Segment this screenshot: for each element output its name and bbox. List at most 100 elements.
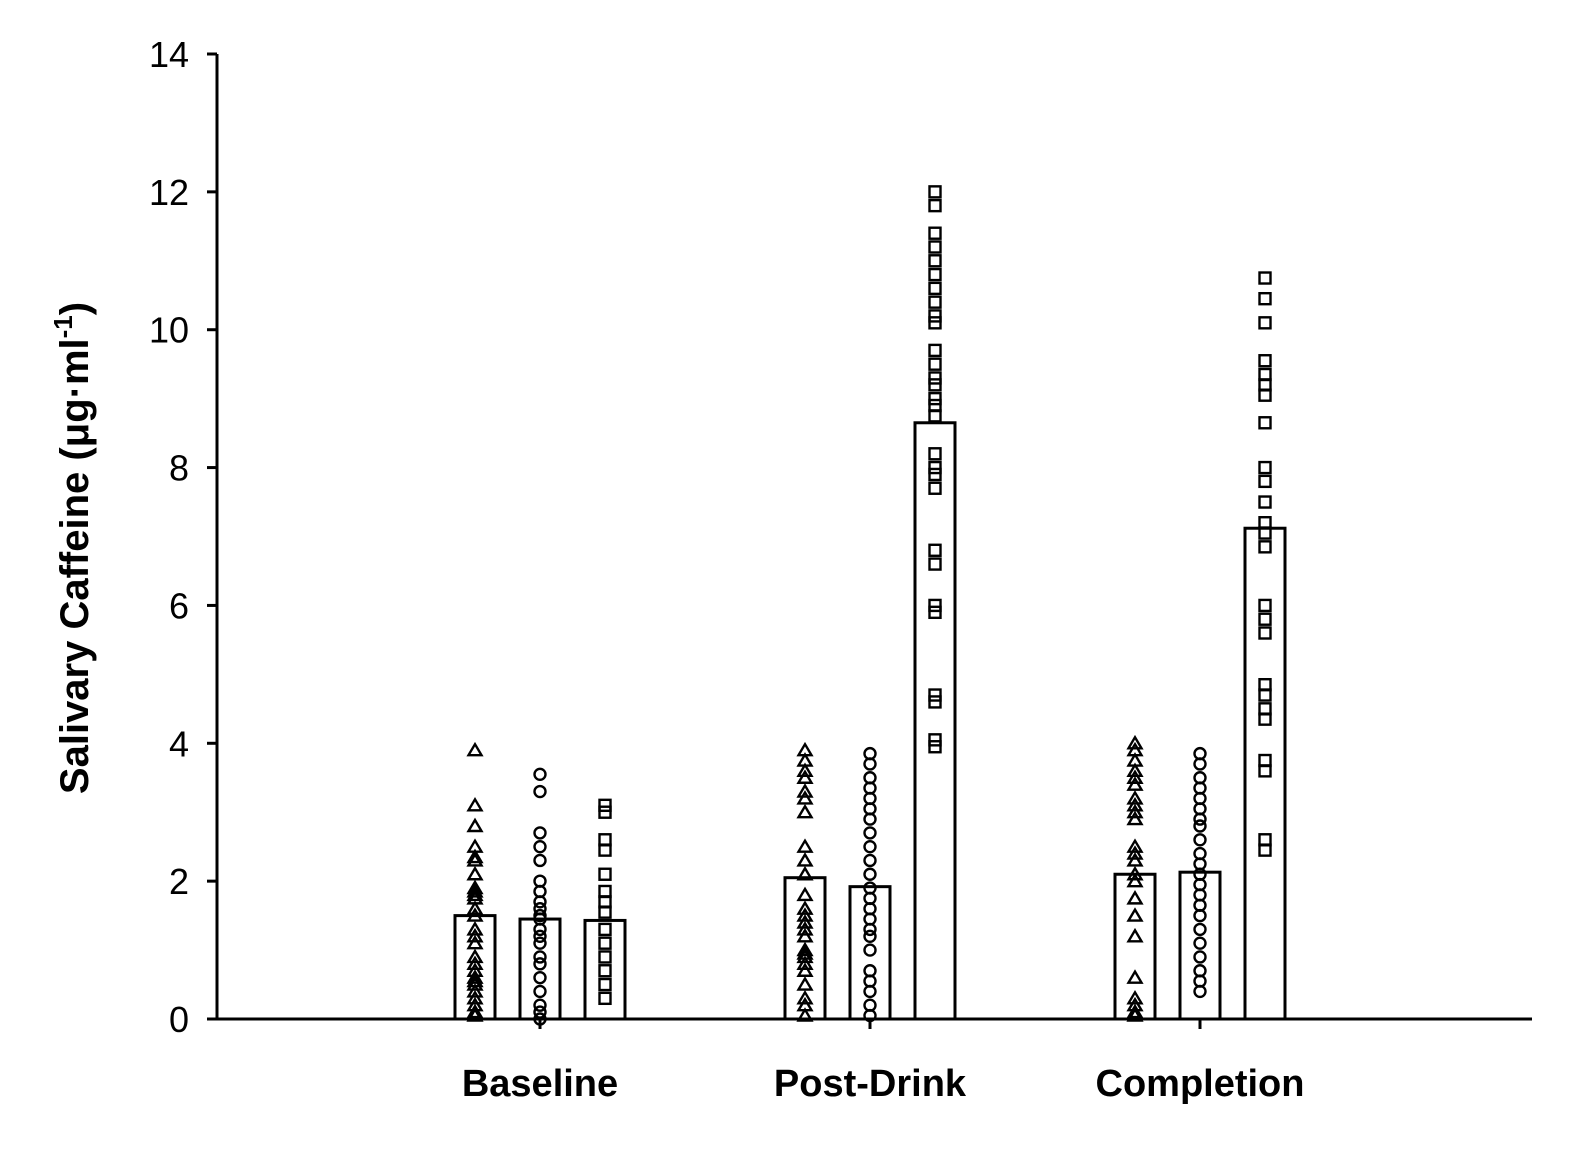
point-triangle [1126,1007,1144,1022]
point-triangle [466,1007,484,1022]
point-triangle [466,883,484,898]
point-triangle [796,886,814,902]
point-circle [533,895,547,909]
point-square [598,964,612,978]
y-axis-title: Salivary Caffeine (μg·ml-1) [48,302,97,794]
point-square [598,950,612,964]
x-category-label: Post-Drink [774,1063,967,1105]
point-square [928,733,942,747]
point-square [928,185,942,199]
point-triangle [796,865,814,881]
point-triangle [466,1003,484,1019]
point-square [598,805,612,819]
point-triangle [796,955,814,971]
bar-circle-completion [1178,870,1222,1021]
point-square [928,557,942,571]
point-square [598,936,612,950]
point-square [928,467,942,482]
point-square [928,343,942,358]
point-triangle [796,803,814,819]
point-triangle [1126,890,1144,905]
point-triangle [796,852,814,867]
point-circle [533,784,547,799]
point-square [598,977,612,992]
point-triangle [1126,969,1144,984]
point-triangle [796,914,814,929]
point-circle [863,984,877,999]
point-square [1258,474,1272,489]
point-triangle [466,741,484,757]
point-triangle [466,983,484,998]
point-triangle [796,900,814,915]
point-square [1258,460,1272,475]
point-square [928,409,942,423]
point-square [928,605,942,620]
point-square [1258,388,1272,402]
point-square [1258,316,1272,330]
point-triangle [1126,790,1144,805]
point-triangle [796,790,814,805]
point-triangle [1126,838,1144,853]
point-square [1258,540,1272,554]
point-circle [863,867,877,881]
point-triangle [466,969,484,984]
point-triangle [1126,769,1144,784]
point-circle [533,998,547,1012]
point-square [928,378,942,392]
point-triangle [466,948,484,964]
point-triangle [796,921,814,936]
point-triangle [796,941,814,957]
point-square [928,240,942,254]
point-circle [533,957,547,971]
point-square [1258,688,1272,702]
point-circle [863,839,877,854]
point-triangle [466,976,484,991]
point-triangle [796,948,814,964]
point-triangle [796,1007,814,1022]
point-circle [533,950,547,964]
point-square [928,254,942,268]
point-triangle [796,927,814,943]
point-triangle [466,927,484,943]
point-triangle [1126,907,1144,922]
point-circle [533,839,547,854]
point-circle [1193,922,1207,937]
point-circle [863,812,877,826]
axes: 0 2 4 6 8 10 12 14 Baseline Post-Drink Completion [149,34,1532,1105]
point-circle [533,970,547,985]
point-square [1258,712,1272,726]
point-triangle [796,769,814,784]
y-tick-label: 12 [149,172,189,213]
point-circle [533,826,547,840]
point-circle [863,853,877,868]
point-square [928,543,942,557]
point-square [928,598,942,613]
point-circle [1193,950,1207,964]
point-triangle [1126,776,1144,791]
point-triangle [1126,762,1144,778]
point-triangle [796,989,814,1005]
point-circle [863,943,877,957]
point-triangle [466,955,484,971]
y-tick-label: 8 [169,448,189,489]
point-square [928,316,942,330]
y-axis-title-superscript: -1 [48,315,78,338]
y-tick-label: 2 [169,861,189,902]
y-tick-label: 10 [149,310,189,351]
point-triangle [466,848,484,864]
point-circle [533,929,547,943]
point-circle [533,936,547,950]
point-square [1258,612,1272,626]
point-circle [1193,833,1207,847]
point-circle [863,826,877,840]
point-square [598,922,612,937]
point-triangle [1126,734,1144,750]
point-triangle [796,907,814,922]
point-triangle [466,852,484,867]
point-triangle [466,865,484,881]
point-square [928,447,942,461]
x-category-label: Baseline [462,1063,618,1105]
point-square [1258,416,1272,430]
bar-square-post-drink [913,421,957,1021]
